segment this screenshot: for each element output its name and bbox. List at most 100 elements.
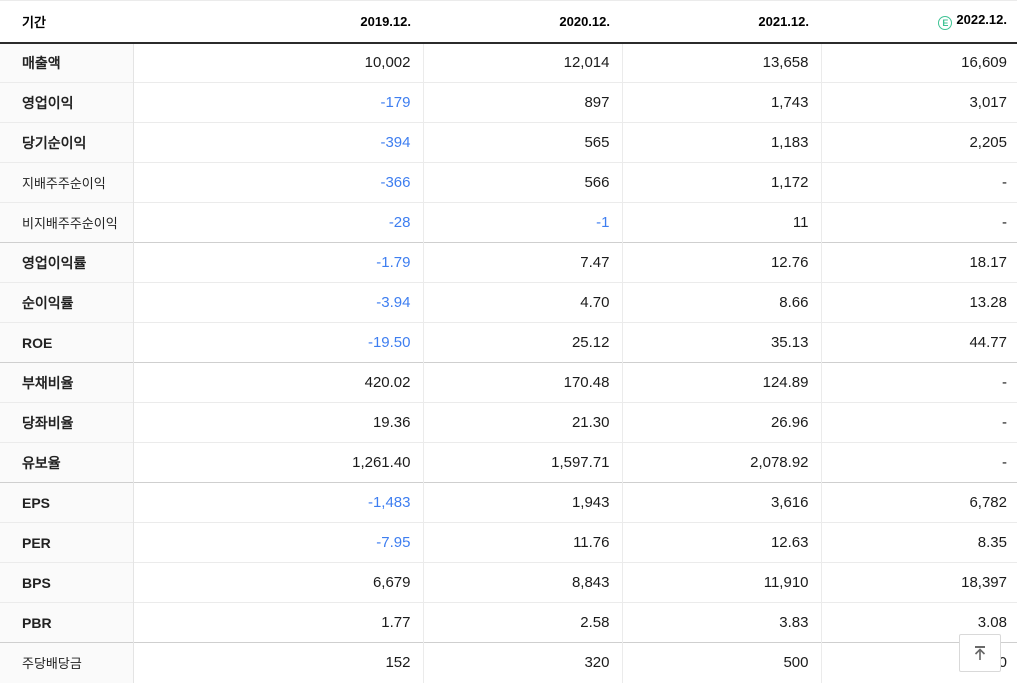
header-year-2022-label: 2022.12. — [956, 12, 1007, 28]
row-label: 영업이익 — [0, 82, 134, 123]
cell-value: 3.83 — [621, 602, 821, 643]
table-row: 매출액 10,002 12,014 13,658 16,609 — [0, 42, 1017, 83]
cell-value: 8.35 — [820, 522, 1017, 563]
row-label: PBR — [0, 602, 134, 643]
table-row: PBR 1.77 2.58 3.83 3.08 — [0, 602, 1017, 643]
cell-value: 8.66 — [621, 282, 821, 323]
header-year-2021: 2021.12. — [622, 0, 821, 44]
table-body: 매출액 10,002 12,014 13,658 16,609 영업이익 -17… — [0, 42, 1017, 683]
cell-value: 3,616 — [621, 482, 821, 523]
row-label: 주당배당금 — [0, 642, 134, 683]
row-label: PER — [0, 522, 134, 563]
table-row: BPS 6,679 8,843 11,910 18,397 — [0, 562, 1017, 603]
row-label: 영업이익률 — [0, 242, 134, 283]
row-label: EPS — [0, 482, 134, 523]
cell-value: 11,910 — [621, 562, 821, 603]
cell-value: 2,205 — [820, 122, 1017, 163]
cell-value: 7.47 — [422, 242, 622, 283]
cell-value: 25.12 — [422, 322, 622, 363]
row-label: 유보율 — [0, 442, 134, 483]
cell-value: 16,609 — [820, 42, 1017, 83]
row-label: ROE — [0, 322, 134, 363]
cell-value: -7.95 — [133, 522, 423, 563]
cell-value: 566 — [422, 162, 622, 203]
cell-value: 420.02 — [133, 362, 423, 403]
cell-value: 35.13 — [621, 322, 821, 363]
cell-value: -3.94 — [133, 282, 423, 323]
cell-value: 1,743 — [621, 82, 821, 123]
cell-value: 8,843 — [422, 562, 622, 603]
table-row: 당기순이익 -394 565 1,183 2,205 — [0, 122, 1017, 163]
header-row: 기간 2019.12. 2020.12. 2021.12. E 2022.12. — [0, 0, 1017, 44]
table-row: 비지배주주순이익 -28 -1 11 - — [0, 202, 1017, 243]
cell-value: - — [820, 202, 1017, 243]
table-row: EPS -1,483 1,943 3,616 6,782 — [0, 482, 1017, 523]
cell-value: 565 — [422, 122, 622, 163]
cell-value: 170.48 — [422, 362, 622, 403]
cell-value: 12.63 — [621, 522, 821, 563]
cell-value: 11.76 — [422, 522, 622, 563]
cell-value: -394 — [133, 122, 423, 163]
header-year-2022-estimate: E 2022.12. — [821, 0, 1017, 44]
scroll-to-top-button[interactable] — [959, 634, 1001, 672]
cell-value: 2,078.92 — [621, 442, 821, 483]
header-year-2020: 2020.12. — [423, 0, 622, 44]
cell-value: 18.17 — [820, 242, 1017, 283]
header-period: 기간 — [0, 0, 133, 44]
row-label: 지배주주순이익 — [0, 162, 134, 203]
row-label: 부채비율 — [0, 362, 134, 403]
header-year-2019: 2019.12. — [133, 0, 423, 44]
cell-value: 0 — [820, 642, 1017, 683]
table-row: 주당배당금 152 320 500 0 — [0, 642, 1017, 683]
cell-value: 13,658 — [621, 42, 821, 83]
cell-value: 19.36 — [133, 402, 423, 443]
cell-value: 1.77 — [133, 602, 423, 643]
cell-value: -1.79 — [133, 242, 423, 283]
table-row: 순이익률 -3.94 4.70 8.66 13.28 — [0, 282, 1017, 323]
table-row: PER -7.95 11.76 12.63 8.35 — [0, 522, 1017, 563]
cell-value: -179 — [133, 82, 423, 123]
table-row: 부채비율 420.02 170.48 124.89 - — [0, 362, 1017, 403]
row-label: 순이익률 — [0, 282, 134, 323]
cell-value: -1,483 — [133, 482, 423, 523]
cell-value: 11 — [621, 202, 821, 243]
cell-value: 320 — [422, 642, 622, 683]
cell-value: - — [820, 402, 1017, 443]
row-label: 당기순이익 — [0, 122, 134, 163]
cell-value: 1,943 — [422, 482, 622, 523]
cell-value: 12.76 — [621, 242, 821, 283]
cell-value: -19.50 — [133, 322, 423, 363]
cell-value: 44.77 — [820, 322, 1017, 363]
cell-value: 6,782 — [820, 482, 1017, 523]
cell-value: 897 — [422, 82, 622, 123]
cell-value: 10,002 — [133, 42, 423, 83]
row-label: 비지배주주순이익 — [0, 202, 134, 243]
arrow-up-to-top-icon — [971, 644, 989, 662]
cell-value: 12,014 — [422, 42, 622, 83]
cell-value: -1 — [422, 202, 622, 243]
table-row: 지배주주순이익 -366 566 1,172 - — [0, 162, 1017, 203]
table-row: 영업이익 -179 897 1,743 3,017 — [0, 82, 1017, 123]
cell-value: - — [820, 442, 1017, 483]
row-label: 당좌비율 — [0, 402, 134, 443]
estimate-badge-icon: E — [938, 16, 953, 31]
cell-value: -366 — [133, 162, 423, 203]
table-row: 영업이익률 -1.79 7.47 12.76 18.17 — [0, 242, 1017, 283]
cell-value: 124.89 — [621, 362, 821, 403]
cell-value: 6,679 — [133, 562, 423, 603]
table-row: 유보율 1,261.40 1,597.71 2,078.92 - — [0, 442, 1017, 483]
cell-value: - — [820, 362, 1017, 403]
cell-value: 2.58 — [422, 602, 622, 643]
cell-value: 1,172 — [621, 162, 821, 203]
row-label: 매출액 — [0, 42, 134, 83]
cell-value: 1,261.40 — [133, 442, 423, 483]
cell-value: -28 — [133, 202, 423, 243]
cell-value: 500 — [621, 642, 821, 683]
cell-value: 1,183 — [621, 122, 821, 163]
cell-value: 1,597.71 — [422, 442, 622, 483]
table-header: 기간 2019.12. 2020.12. 2021.12. E 2022.12. — [0, 0, 1017, 44]
cell-value: 4.70 — [422, 282, 622, 323]
table-row: ROE -19.50 25.12 35.13 44.77 — [0, 322, 1017, 363]
table-row: 당좌비율 19.36 21.30 26.96 - — [0, 402, 1017, 443]
